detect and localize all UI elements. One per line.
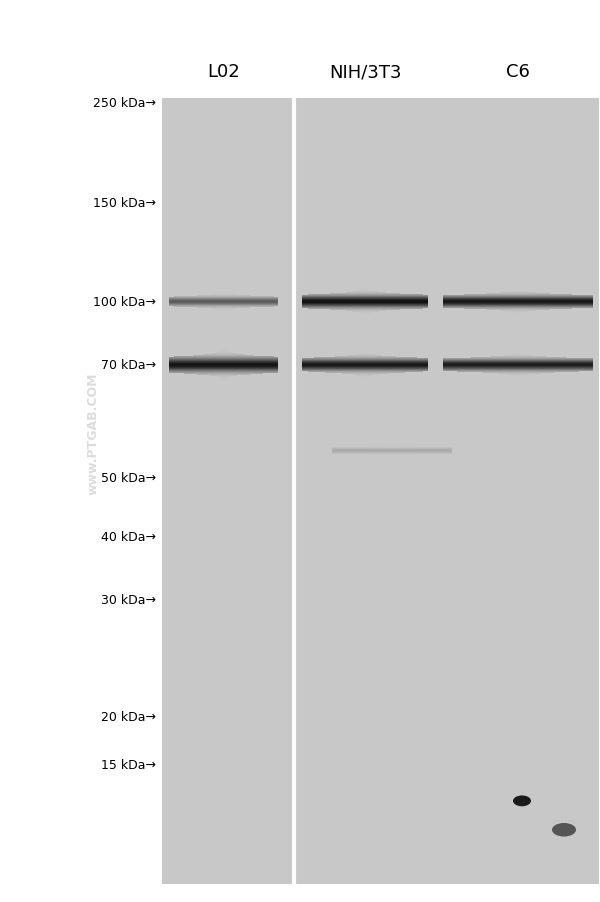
Ellipse shape bbox=[552, 823, 576, 837]
Text: 30 kDa→: 30 kDa→ bbox=[101, 594, 156, 606]
Text: 50 kDa→: 50 kDa→ bbox=[101, 472, 156, 484]
Text: 15 kDa→: 15 kDa→ bbox=[101, 759, 156, 771]
Bar bbox=[162, 99, 599, 884]
Text: 20 kDa→: 20 kDa→ bbox=[101, 711, 156, 723]
Text: 40 kDa→: 40 kDa→ bbox=[101, 530, 156, 543]
Text: NIH/3T3: NIH/3T3 bbox=[329, 63, 401, 81]
Ellipse shape bbox=[513, 796, 531, 806]
Text: 250 kDa→: 250 kDa→ bbox=[93, 97, 156, 110]
Text: www.PTGAB.COM: www.PTGAB.COM bbox=[86, 372, 100, 494]
Text: 100 kDa→: 100 kDa→ bbox=[93, 296, 156, 308]
Text: C6: C6 bbox=[506, 63, 530, 81]
Text: 150 kDa→: 150 kDa→ bbox=[93, 197, 156, 209]
Text: L02: L02 bbox=[208, 63, 240, 81]
Text: 70 kDa→: 70 kDa→ bbox=[101, 359, 156, 372]
